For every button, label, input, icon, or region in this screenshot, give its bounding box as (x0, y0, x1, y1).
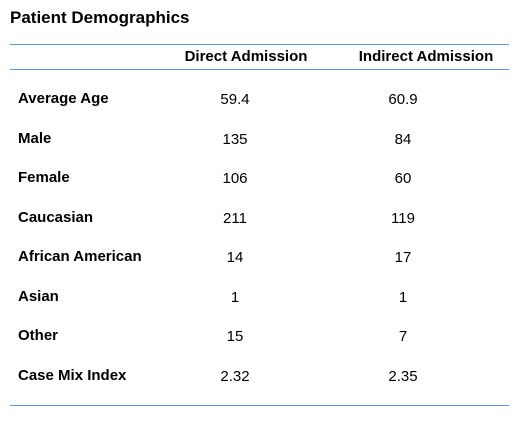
cell-indirect-admission: 60.9 (388, 91, 418, 108)
cell-indirect-admission: 119 (391, 209, 415, 227)
cell-indirect-admission: 84 (394, 130, 412, 148)
table-row-average-age: Average Age 59.4 60.9 (0, 80, 525, 120)
table-title: Patient Demographics (10, 8, 190, 27)
table-row-male: Male 135 84 (0, 120, 525, 160)
cell-indirect-admission: 7 (398, 328, 408, 345)
cell-indirect-admission: 1 (398, 288, 408, 306)
row-label: Female (18, 169, 70, 186)
bottom-rule (10, 405, 509, 406)
row-label: Other (18, 327, 59, 344)
row-label: Caucasian (18, 208, 94, 226)
table-row-female: Female 106 60 (0, 159, 525, 199)
row-label: Asian (18, 287, 59, 305)
cell-direct-admission: 135 (222, 130, 248, 148)
cell-direct-admission: 106 (222, 170, 248, 187)
top-rule (10, 44, 509, 45)
header-rule (10, 69, 509, 70)
row-label: Male (18, 129, 52, 147)
cell-direct-admission: 211 (223, 209, 247, 227)
table-body: Average Age 59.4 60.9 Male 135 84 Female… (0, 80, 525, 396)
column-header-indirect-admission: Indirect Admission (358, 48, 494, 65)
cell-indirect-admission: 2.35 (388, 367, 418, 385)
column-header-direct-admission: Direct Admission (184, 48, 308, 65)
row-label: African American (18, 248, 142, 265)
cell-direct-admission: 1 (230, 288, 240, 306)
cell-direct-admission: 2.32 (220, 367, 250, 385)
cell-direct-admission: 14 (226, 249, 244, 266)
table-row-caucasian: Caucasian 211 119 (0, 199, 525, 239)
table-row-asian: Asian 1 1 (0, 278, 525, 318)
cell-indirect-admission: 60 (394, 170, 412, 187)
row-label: Case Mix Index (18, 366, 127, 384)
cell-direct-admission: 59.4 (220, 91, 250, 108)
table-row-african-american: African American 14 17 (0, 238, 525, 278)
cell-direct-admission: 15 (226, 328, 244, 345)
table-row-other: Other 15 7 (0, 317, 525, 357)
cell-indirect-admission: 17 (394, 249, 412, 266)
table-row-case-mix-index: Case Mix Index 2.32 2.35 (0, 357, 525, 397)
row-label: Average Age (18, 90, 109, 107)
